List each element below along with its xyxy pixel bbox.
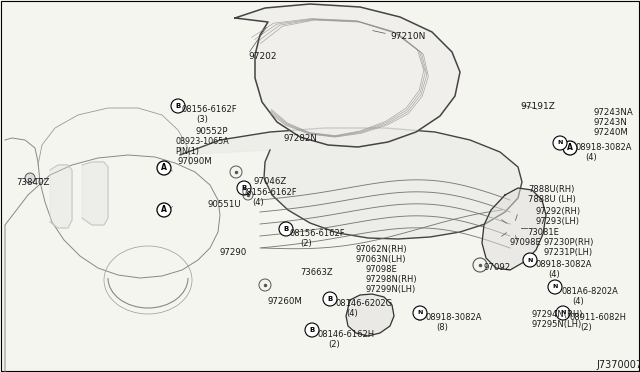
- Circle shape: [548, 280, 562, 294]
- Text: 08146-6162H: 08146-6162H: [318, 330, 375, 339]
- Text: 97260M: 97260M: [268, 297, 303, 306]
- Text: 97202: 97202: [248, 52, 276, 61]
- Circle shape: [305, 323, 319, 337]
- Circle shape: [171, 99, 185, 113]
- Text: A: A: [161, 164, 167, 173]
- Text: (2): (2): [328, 340, 340, 349]
- Text: N: N: [417, 311, 422, 315]
- Text: 97092: 97092: [484, 263, 511, 272]
- Text: 97294N(RH): 97294N(RH): [532, 310, 584, 319]
- Text: 7888U (LH): 7888U (LH): [528, 195, 576, 204]
- Text: 97240M: 97240M: [594, 128, 629, 137]
- Text: 97090M: 97090M: [178, 157, 212, 166]
- Text: B: B: [328, 296, 333, 302]
- Circle shape: [556, 306, 570, 320]
- Text: 7888U(RH): 7888U(RH): [528, 185, 574, 194]
- Circle shape: [157, 203, 171, 217]
- Polygon shape: [180, 128, 522, 239]
- Polygon shape: [482, 188, 546, 270]
- Text: (2): (2): [580, 323, 592, 332]
- Text: 08156-6162F: 08156-6162F: [242, 188, 298, 197]
- Polygon shape: [346, 294, 394, 336]
- Text: 90552P: 90552P: [196, 127, 228, 136]
- Text: 97210N: 97210N: [390, 32, 426, 41]
- Text: 08156-6162F: 08156-6162F: [290, 229, 346, 238]
- Text: A: A: [567, 144, 573, 153]
- Text: A: A: [161, 205, 167, 215]
- Circle shape: [25, 173, 35, 183]
- Text: 08918-3082A: 08918-3082A: [426, 313, 483, 322]
- Text: B: B: [241, 185, 246, 191]
- Text: 73663Z: 73663Z: [300, 268, 333, 277]
- Text: (4): (4): [585, 153, 596, 162]
- Text: 97243N: 97243N: [594, 118, 628, 127]
- Text: 08918-3082A: 08918-3082A: [536, 260, 593, 269]
- Text: 97292(RH): 97292(RH): [535, 207, 580, 216]
- Text: 97295N(LH): 97295N(LH): [532, 320, 582, 329]
- Text: 97062N(RH): 97062N(RH): [356, 245, 408, 254]
- Circle shape: [279, 222, 293, 236]
- Text: B: B: [175, 103, 180, 109]
- Text: (2): (2): [300, 239, 312, 248]
- Text: 97243NA: 97243NA: [594, 108, 634, 117]
- Polygon shape: [50, 165, 72, 228]
- Polygon shape: [82, 162, 108, 225]
- Circle shape: [563, 141, 577, 155]
- Text: 97230P(RH): 97230P(RH): [544, 238, 595, 247]
- Text: 97098E: 97098E: [510, 238, 541, 247]
- Text: N: N: [552, 285, 557, 289]
- Text: PIN(1): PIN(1): [175, 147, 199, 156]
- Text: 081A6-8202A: 081A6-8202A: [562, 287, 619, 296]
- Text: 97063N(LH): 97063N(LH): [356, 255, 406, 264]
- Text: 08146-6202G: 08146-6202G: [336, 299, 393, 308]
- Text: 08918-3082A: 08918-3082A: [575, 143, 632, 152]
- Text: 08923-1065A: 08923-1065A: [175, 137, 228, 146]
- Text: 97298N(RH): 97298N(RH): [365, 275, 417, 284]
- Circle shape: [523, 253, 537, 267]
- Text: B: B: [309, 327, 315, 333]
- Circle shape: [413, 306, 427, 320]
- Text: (4): (4): [346, 309, 358, 318]
- Text: 97290: 97290: [220, 248, 247, 257]
- Circle shape: [553, 136, 567, 150]
- Text: B: B: [284, 226, 289, 232]
- Text: 08156-6162F: 08156-6162F: [182, 105, 237, 114]
- Text: 97046Z: 97046Z: [254, 177, 287, 186]
- Text: 73081E: 73081E: [527, 228, 559, 237]
- Circle shape: [323, 292, 337, 306]
- Text: N: N: [527, 257, 532, 263]
- Text: (4): (4): [252, 198, 264, 207]
- Text: N: N: [557, 141, 563, 145]
- Text: (4): (4): [572, 297, 584, 306]
- Polygon shape: [235, 4, 460, 147]
- Text: 73840Z: 73840Z: [16, 178, 49, 187]
- Text: 97231P(LH): 97231P(LH): [544, 248, 593, 257]
- Circle shape: [237, 181, 251, 195]
- Text: 97293(LH): 97293(LH): [535, 217, 579, 226]
- Text: J7370007: J7370007: [596, 360, 640, 370]
- Text: 08911-6082H: 08911-6082H: [570, 313, 627, 322]
- Text: N: N: [560, 311, 566, 315]
- Text: 97191Z: 97191Z: [520, 102, 555, 111]
- Text: 97299N(LH): 97299N(LH): [365, 285, 415, 294]
- Circle shape: [157, 161, 171, 175]
- Text: (4): (4): [548, 270, 560, 279]
- Text: 97282N: 97282N: [283, 134, 317, 143]
- Text: (8): (8): [436, 323, 448, 332]
- Text: 97098E: 97098E: [365, 265, 397, 274]
- Text: 90551U: 90551U: [208, 200, 242, 209]
- Text: (3): (3): [196, 115, 208, 124]
